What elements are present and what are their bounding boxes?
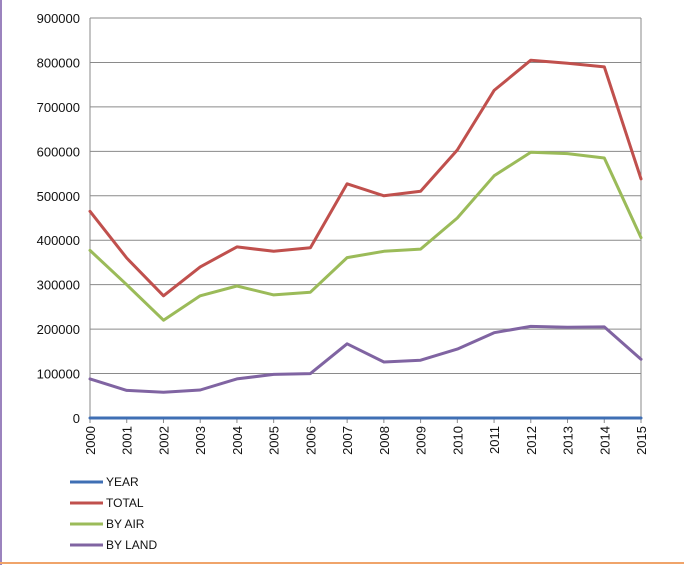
x-tick-label: 2012 [524, 426, 539, 455]
x-tick-label: 2007 [340, 426, 355, 455]
x-tick-label: 2013 [561, 426, 576, 455]
y-tick-label: 100000 [37, 367, 80, 382]
x-axis-tick-labels: 2000 2001 2002 2003 2004 2005 2006 2007 2008 2009… [83, 418, 649, 455]
y-tick-label: 300000 [37, 278, 80, 293]
x-tick-label: 2001 [120, 426, 135, 455]
y-tick-label: 700000 [37, 100, 80, 115]
y-tick-label: 400000 [37, 233, 80, 248]
legend: YEAR TOTAL BY AIR BY LAND [70, 475, 157, 552]
series-line-by-air [88, 150, 643, 322]
x-tick-label: 2008 [377, 426, 392, 455]
x-tick-label: 2015 [634, 426, 649, 455]
series-line-by-land [88, 324, 643, 394]
y-tick-label: 0 [73, 411, 80, 426]
legend-label: BY AIR [106, 517, 145, 531]
legend-label: TOTAL [106, 496, 144, 510]
x-tick-label: 2011 [487, 426, 502, 454]
x-tick-label: 2014 [597, 426, 612, 455]
legend-label: BY LAND [106, 538, 157, 552]
y-axis-tick-labels: 0 100000 200000 300000 400000 500000 600000 700… [37, 11, 80, 426]
y-tick-label: 600000 [37, 144, 80, 159]
series-line-total [88, 58, 643, 298]
x-tick-label: 2006 [303, 426, 318, 455]
y-tick-label: 200000 [37, 322, 80, 337]
y-tick-label: 900000 [37, 11, 80, 26]
legend-label: YEAR [106, 475, 139, 489]
x-tick-label: 2004 [230, 426, 245, 455]
y-tick-label: 800000 [37, 55, 80, 70]
gridlines [89, 17, 642, 419]
x-tick-label: 2003 [193, 426, 208, 455]
y-tick-label: 500000 [37, 189, 80, 204]
x-tick-label: 2009 [414, 426, 429, 455]
x-tick-label: 2000 [83, 426, 98, 455]
x-tick-label: 2005 [267, 426, 282, 455]
series-lines [88, 58, 643, 420]
x-tick-label: 2010 [450, 426, 465, 455]
x-tick-label: 2002 [156, 426, 171, 455]
